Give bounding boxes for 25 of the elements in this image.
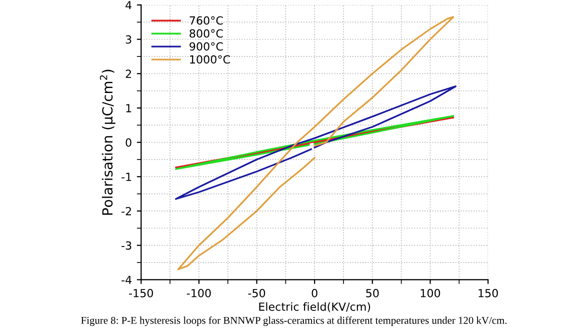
- y-tick-label: 1: [126, 104, 132, 112]
- line-series: [174, 86, 456, 200]
- line-series: [177, 16, 454, 270]
- legend-label: 760°C: [190, 16, 223, 25]
- legend-label: 900°C: [190, 42, 223, 51]
- y-tick-label: 3: [126, 35, 132, 44]
- x-tick-label: -50: [248, 288, 266, 298]
- y-axis-title: Polarisation (μC/cm$^{2}$): [100, 70, 116, 215]
- x-axis-title: Electric field(KV/cm): [259, 302, 370, 312]
- y-tick-label: 4: [126, 1, 132, 10]
- legend-label: 1000°C: [190, 55, 230, 64]
- x-tick-label: 0: [312, 288, 318, 298]
- y-tick-label: -2: [122, 206, 131, 216]
- legend-label: 800°C: [190, 29, 223, 38]
- y-tick-label: 2: [126, 70, 131, 78]
- caption: Figure 8: P-E hysteresis loops for BNNWP glass-ceramics at different temperatures under 120 kV/cm.: [81, 316, 507, 326]
- y-tick-label: 0: [126, 138, 132, 147]
- y-tick-label: -4: [122, 276, 132, 284]
- x-tick-label: -100: [186, 288, 211, 298]
- x-tick-label: 50: [366, 288, 379, 298]
- y-tick-label: -1: [122, 172, 132, 181]
- x-tick-label: 150: [478, 288, 498, 298]
- x-tick-label: 100: [420, 288, 440, 298]
- y-tick-label: -3: [122, 241, 132, 250]
- x-tick-label: -150: [129, 288, 153, 298]
